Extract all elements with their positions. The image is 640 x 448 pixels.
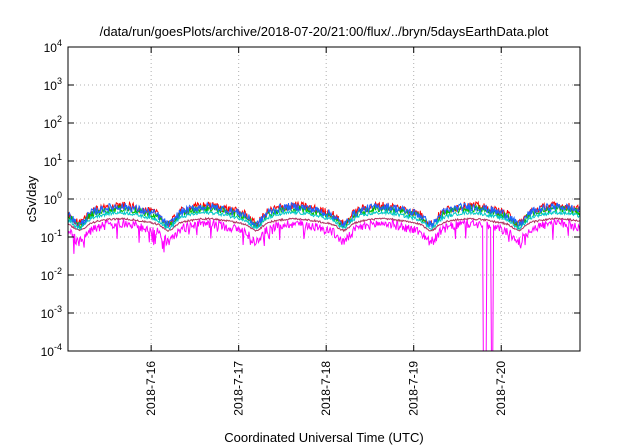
series-line — [67, 201, 581, 229]
y-tick-label: 100 — [44, 190, 62, 207]
y-tick-label: 10-1 — [41, 228, 62, 245]
y-tick-label: 10-3 — [41, 304, 62, 321]
chart-title: /data/run/goesPlots/archive/2018-07-20/2… — [100, 24, 549, 39]
y-axis-label: cSv/day — [24, 175, 39, 222]
x-tick-label: 2018-7-18 — [319, 361, 333, 416]
series-line — [67, 209, 581, 231]
series-line — [67, 218, 581, 352]
x-tick-label: 2018-7-16 — [144, 361, 158, 416]
y-tick-label: 104 — [44, 38, 62, 55]
x-tick-label: 2018-7-19 — [407, 361, 421, 416]
grid-lines — [68, 47, 580, 351]
y-tick-label: 101 — [44, 152, 62, 169]
y-tick-label: 103 — [44, 76, 62, 93]
y-tick-label: 10-2 — [41, 266, 62, 283]
x-tick-label: 2018-7-17 — [232, 361, 246, 416]
series-line — [67, 216, 581, 233]
y-tick-label: 102 — [44, 114, 62, 131]
x-axis-label: Coordinated Universal Time (UTC) — [224, 430, 423, 445]
y-tick-label: 10-4 — [41, 342, 62, 359]
data-series — [67, 200, 581, 352]
x-tick-label: 2018-7-20 — [494, 361, 508, 416]
